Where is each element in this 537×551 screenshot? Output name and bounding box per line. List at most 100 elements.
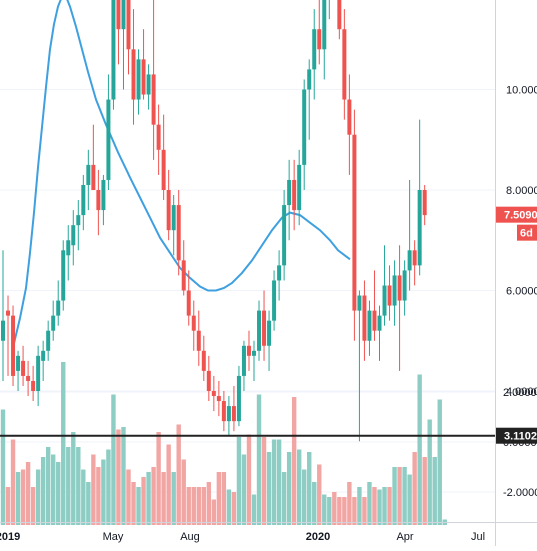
candle-body [116,0,121,30]
volume-bar [266,452,272,525]
candle-body [206,370,211,391]
candle [131,9,136,125]
candle-body [41,350,46,361]
volume-bar [296,449,302,525]
candle-body [216,396,221,402]
candle-body [196,330,201,351]
candle-body [201,350,206,371]
candle-body [46,330,51,351]
candle-body [81,184,86,216]
candle [41,340,46,381]
candle [337,0,342,40]
candle [36,345,41,407]
candle [126,0,131,75]
candle [81,174,86,231]
candle-body [96,190,101,211]
volume-bar [25,462,31,525]
candle [61,240,66,311]
volume-bar [276,439,282,525]
volume-bar [246,434,252,525]
candle [236,365,241,427]
volume-bar [261,437,267,525]
candle [417,119,422,276]
volume-bar [186,487,191,525]
candle [352,109,357,341]
price-tick-label: 4.0000 [506,386,537,398]
volume-bar [367,482,372,525]
candle [1,250,5,381]
volume-bar [131,482,136,525]
candle-body [91,164,96,190]
volume-bar [166,444,171,525]
volume-bar [251,494,257,525]
moving-average-line [13,0,351,344]
candle-body [51,315,56,331]
volume-bar [362,497,367,525]
candle-body [76,215,81,226]
candle-body [357,295,362,311]
candle-body [352,134,357,311]
volume-bar [407,474,412,525]
level-label-text: 3.1102 [504,431,537,443]
candle [11,305,16,386]
volume-bar [382,487,387,525]
candle-body [412,250,417,266]
candle [196,310,201,366]
candle [287,159,292,241]
candle-body [367,310,372,341]
candle [312,9,317,100]
candle [407,179,412,291]
candle [186,270,191,326]
candle [317,0,322,65]
candle-body [226,406,231,422]
volume-bar [291,397,297,525]
volume-bar [357,487,362,525]
candle-body [31,380,36,391]
candle-body [407,250,412,271]
candle-body [342,29,347,100]
candle-body [307,69,312,90]
candle-body [166,190,171,231]
candle [136,49,141,115]
candle [292,159,297,231]
candle-body [86,164,91,185]
x-tick-label: 2019 [0,531,20,543]
price-tick-label: 6.0000 [506,286,537,298]
volume-bar [5,487,11,525]
candle-body [211,391,216,397]
volume-bar [191,487,196,525]
candle [397,245,402,371]
candle [387,265,392,321]
volume-bar [417,374,422,525]
candle-body [16,355,21,371]
candle-body [1,320,5,341]
candle-body [337,0,342,30]
candle [422,184,427,226]
candle-body [101,179,106,211]
x-tick-label: Aug [180,531,200,543]
volume-bar [156,432,161,525]
candle-body [191,315,196,331]
candle-body [66,240,71,256]
volume-bar [121,427,126,525]
volume-bar [10,439,16,525]
volume-tick-label: -2.0000 [503,487,537,499]
volume-bar [196,487,201,525]
candle [96,169,101,236]
candle-body [387,285,392,306]
level-label-bg [496,427,537,444]
candle [211,375,216,412]
moving-average [13,0,351,344]
candle-body [6,310,11,316]
volume-bar [136,487,141,525]
candle [362,280,367,361]
volume-bar [412,452,417,525]
volume-bar [236,437,242,525]
candle [267,310,272,371]
candle [161,114,166,201]
candle [146,64,151,110]
candle-body [362,295,367,341]
candle-body [372,310,377,331]
volume-bar [437,399,442,525]
